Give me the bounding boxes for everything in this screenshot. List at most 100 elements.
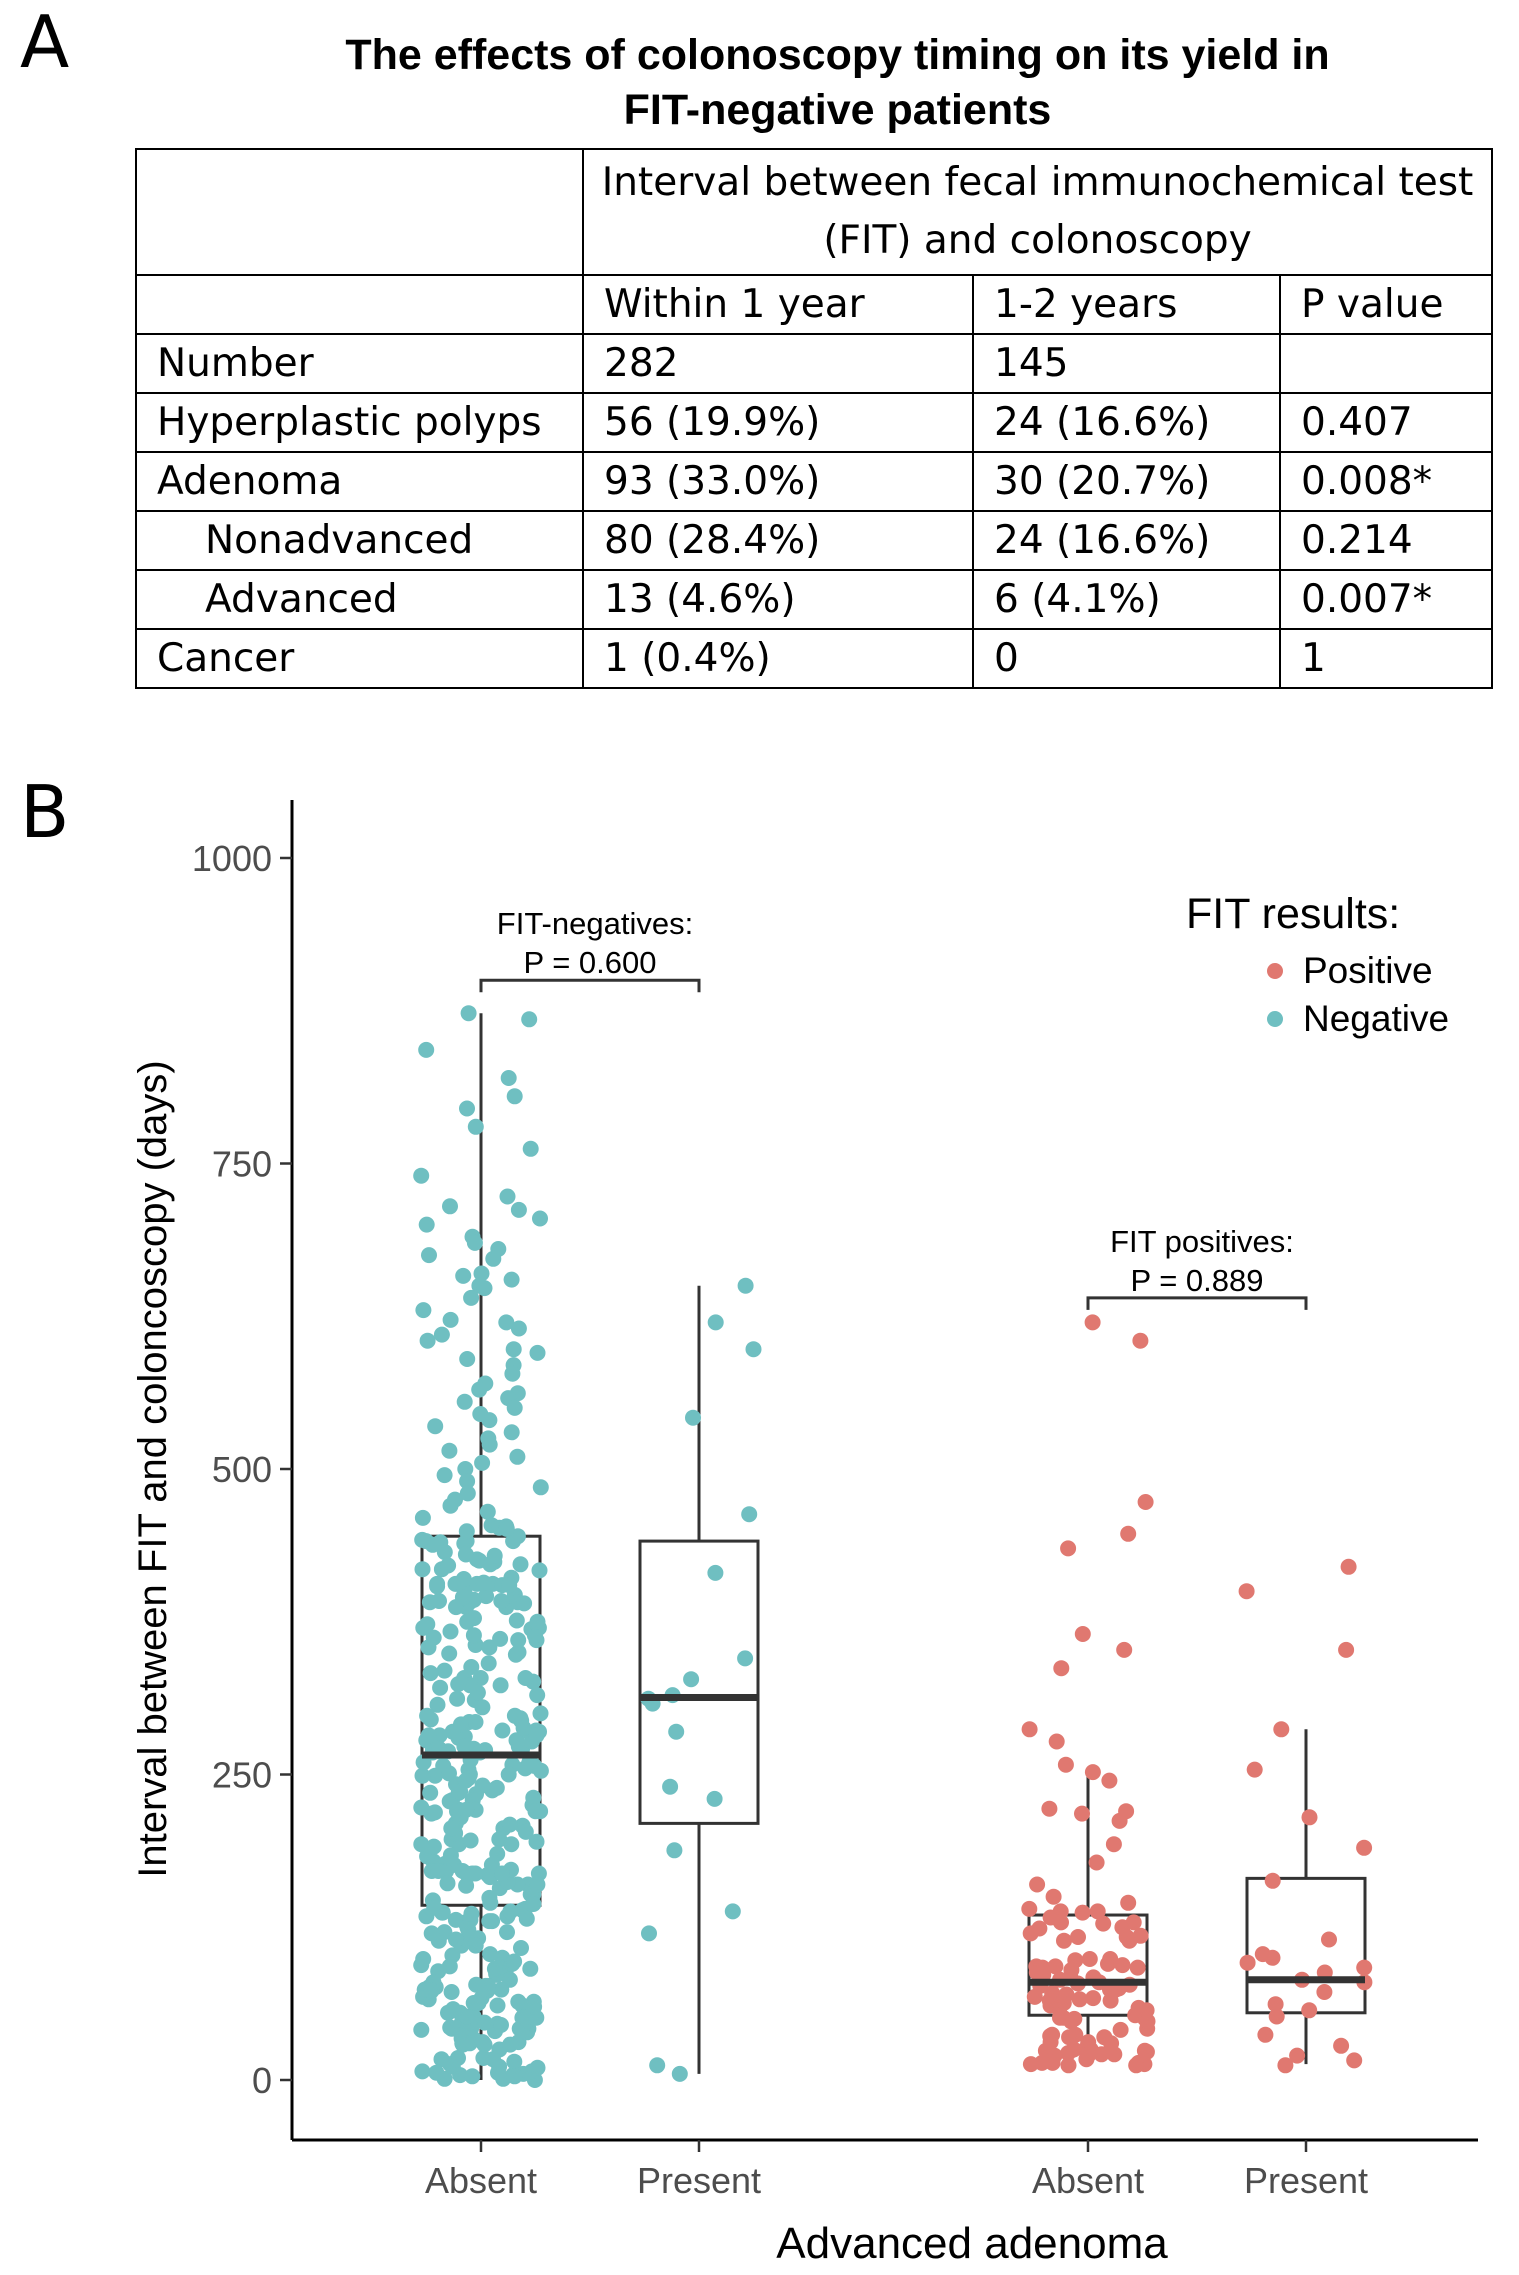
data-point (419, 1707, 436, 1724)
data-point (1105, 1836, 1122, 1853)
data-point (458, 1877, 475, 1894)
table-header-row: Interval between fecal immunochemical te… (135, 148, 1494, 276)
data-point (685, 1409, 701, 1426)
box-iqr (638, 1539, 760, 1825)
data-point (441, 1765, 457, 1782)
data-point (482, 1894, 499, 1911)
data-point (414, 1767, 431, 1784)
data-point (508, 1732, 525, 1749)
data-point (460, 1921, 477, 1938)
y-tick-label: 500 (212, 1449, 272, 1490)
data-point (494, 1722, 511, 1739)
data-point (474, 1777, 491, 1794)
table-title-line-2: FIT-negative patients (623, 86, 1052, 134)
data-point (666, 1842, 683, 1859)
data-point (1136, 2042, 1153, 2059)
data-point (481, 1639, 498, 1656)
data-point (498, 1314, 515, 1331)
data-point (737, 1650, 754, 1667)
data-point (420, 1639, 437, 1656)
data-point (436, 1467, 453, 1484)
data-point (442, 1198, 458, 1215)
data-point (476, 2036, 493, 2053)
data-point (1066, 2010, 1083, 2027)
data-point (529, 1687, 546, 1704)
data-point (465, 1627, 482, 1644)
data-point (430, 1863, 447, 1879)
data-point (459, 1485, 476, 1502)
data-point (440, 1557, 457, 1574)
y-tick-label: 0 (252, 2060, 272, 2101)
data-point (456, 1393, 473, 1410)
data-point (526, 1998, 543, 2015)
data-point (1316, 1984, 1333, 2000)
data-point (463, 1289, 480, 1306)
data-point (443, 1820, 460, 1837)
table-corner-cell (135, 148, 584, 276)
data-point (1346, 2052, 1363, 2069)
data-point (478, 1588, 495, 1605)
data-point (668, 1723, 685, 1740)
data-point (1096, 2029, 1113, 2046)
data-point (1277, 2057, 1294, 2074)
y-tick-label: 750 (212, 1144, 272, 1185)
data-point (1070, 1929, 1086, 1945)
data-point (1239, 1954, 1256, 1971)
data-point (458, 1523, 475, 1540)
data-point (515, 1720, 532, 1737)
data-point (1071, 1991, 1088, 2008)
data-point (501, 1816, 518, 1833)
data-point (436, 1662, 453, 1679)
cell-1-2-years: 0 (972, 628, 1281, 689)
data-point (1074, 1904, 1091, 1921)
data-point (442, 2019, 459, 2036)
data-point (1084, 1314, 1101, 1331)
data-point (429, 1696, 446, 1713)
data-point (441, 1442, 458, 1459)
data-point (486, 1960, 503, 1977)
data-point (414, 1561, 431, 1578)
data-point (508, 1612, 525, 1629)
data-point (503, 1424, 520, 1441)
table-row: Adenoma 93 (33.0%) 30 (20.7%) 0.008* (135, 451, 1494, 512)
cell-within-1-year: 80 (28.4%) (582, 510, 974, 571)
data-point (455, 1571, 472, 1587)
data-point (493, 2017, 509, 2033)
data-point (506, 1088, 523, 1105)
data-point (500, 1070, 517, 1086)
table-row: Hyperplastic polyps 56 (19.9%) 24 (16.6%… (135, 392, 1494, 453)
legend-entry-label: Negative (1303, 998, 1449, 1039)
data-point (1112, 2021, 1129, 2038)
data-point (1084, 1764, 1101, 1781)
data-point (436, 1544, 453, 1561)
data-point (512, 1556, 529, 1573)
column-header-within-1-year: Within 1 year (582, 274, 974, 335)
data-point (447, 1911, 464, 1928)
data-point (1041, 1800, 1058, 1817)
data-point (1061, 2029, 1078, 2046)
data-point (1034, 1959, 1051, 1976)
cell-p-value: 0.007* (1278, 569, 1494, 630)
data-point (1264, 1949, 1281, 1966)
data-point (481, 1412, 498, 1429)
data-point (506, 2068, 523, 2085)
data-point (521, 1011, 538, 1028)
data-point (1044, 2054, 1061, 2071)
cell-1-2-years: 24 (16.6%) (972, 392, 1281, 453)
annotation-line-1: FIT-negatives: (497, 906, 693, 941)
data-point (1026, 1988, 1043, 2005)
data-point (459, 1473, 476, 1490)
data-point (465, 1995, 482, 2011)
data-point (420, 1727, 437, 1744)
data-point (458, 1801, 475, 1818)
data-point (1021, 1721, 1038, 1738)
data-point (418, 1041, 435, 1058)
data-point (427, 1418, 444, 1435)
cell-p-value: 0.407 (1278, 392, 1494, 453)
data-point (426, 1899, 443, 1916)
significance-bracket (479, 978, 701, 993)
data-point (499, 1924, 515, 1941)
cell-within-1-year: 93 (33.0%) (582, 451, 974, 512)
data-point (1042, 1909, 1059, 1926)
data-point (1048, 1733, 1065, 1750)
